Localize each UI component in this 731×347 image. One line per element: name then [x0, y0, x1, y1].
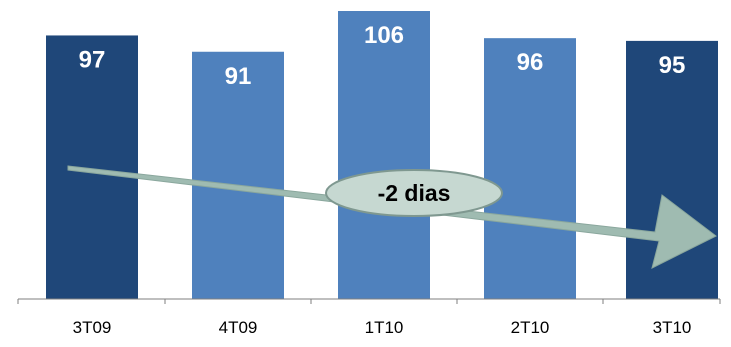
x-axis-ticks: 3T09 4T09 1T10 2T10 3T10 [17, 299, 721, 337]
x-tick-label-4T09: 4T09 [219, 318, 258, 337]
value-label-1T10: 106 [364, 22, 404, 49]
x-tick-label-3T10: 3T10 [653, 318, 692, 337]
value-label-3T10: 95 [659, 52, 686, 79]
x-tick-label-3T09: 3T09 [73, 318, 112, 337]
bar-2T10 [484, 38, 576, 300]
value-label-2T10: 96 [517, 49, 544, 76]
trend-callout: -2 dias [67, 165, 717, 269]
bars-layer [46, 11, 718, 300]
x-tick-label-1T10: 1T10 [365, 318, 404, 337]
trend-arrow [67, 165, 717, 269]
value-label-4T09: 91 [225, 63, 252, 90]
bar-3T10 [626, 40, 718, 300]
callout-text: -2 dias [378, 180, 451, 206]
bar-3T09 [46, 35, 138, 300]
x-tick-label-2T10: 2T10 [511, 318, 550, 337]
bar-1T10 [338, 11, 430, 299]
callout-ellipse [325, 169, 503, 217]
value-labels-layer: 97 91 106 96 95 [79, 22, 686, 90]
value-label-3T09: 97 [79, 46, 106, 73]
bar-4T09 [192, 51, 284, 300]
